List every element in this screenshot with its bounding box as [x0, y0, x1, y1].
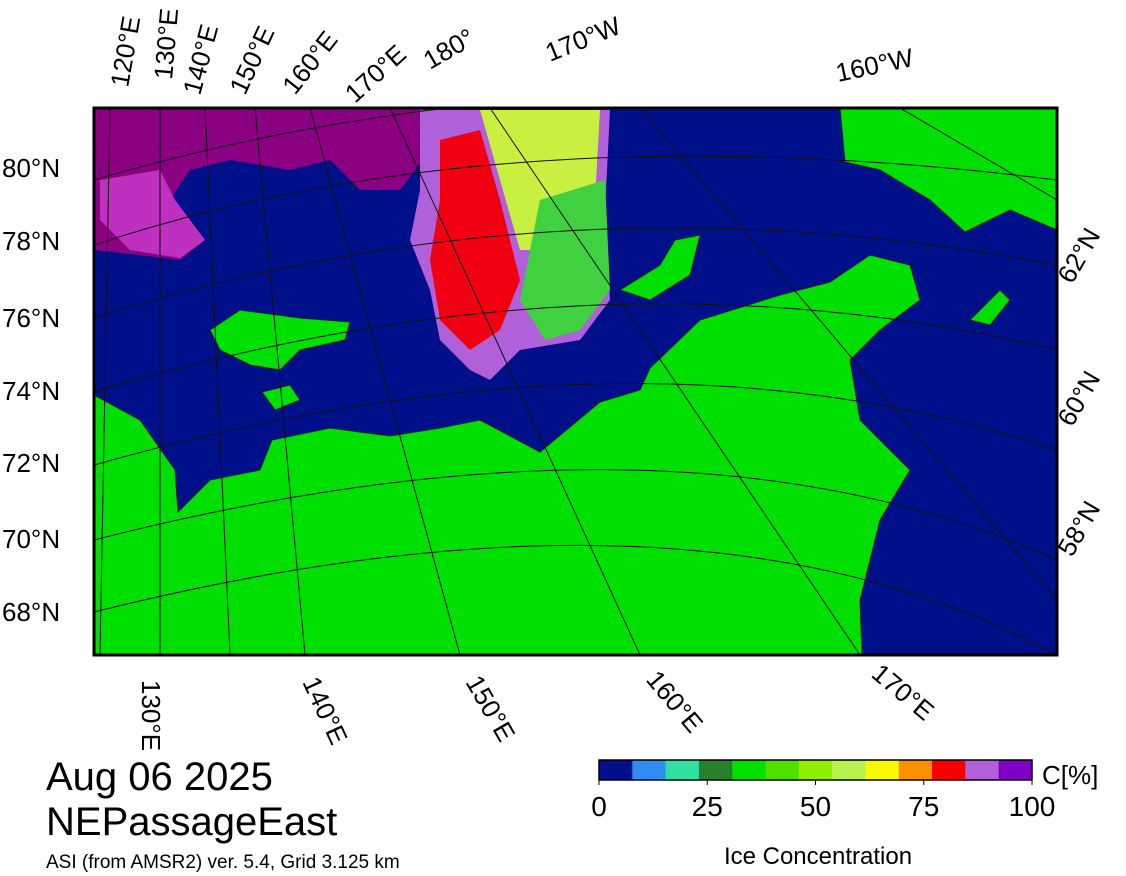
colorbar-unit: C[%]	[1042, 760, 1098, 790]
latitude-label: 80°N	[2, 153, 60, 183]
latitude-label: 58°N	[1051, 496, 1106, 561]
colorbar-segment	[898, 760, 933, 780]
colorbar-label: Ice Concentration	[724, 843, 912, 870]
longitude-label: 120°E	[104, 14, 146, 89]
latitude-label: 68°N	[2, 597, 60, 627]
longitude-label: 150°E	[223, 21, 280, 98]
latitude-label: 70°N	[2, 524, 60, 554]
colorbar-segment	[998, 760, 1033, 780]
ice-red	[430, 130, 520, 350]
colorbar-tick-label: 100	[1009, 791, 1056, 822]
source-note: ASI (from AMSR2) ver. 5.4, Grid 3.125 km	[46, 852, 400, 873]
map	[94, 108, 1057, 655]
latitude-label: 72°N	[2, 448, 60, 478]
colorbar-segment	[765, 760, 800, 780]
colorbar-tick-label: 25	[692, 791, 723, 822]
colorbar-segment	[965, 760, 1000, 780]
land-chukotka	[839, 108, 1057, 233]
colorbar-tick-label: 75	[908, 791, 939, 822]
longitude-label: 130°E	[148, 7, 184, 80]
land-siberia	[94, 254, 921, 655]
island-new-siberia	[209, 309, 351, 371]
longitude-label: 130°E	[136, 680, 166, 751]
longitude-label: 160°W	[833, 42, 916, 88]
colorbar-segment	[832, 760, 866, 780]
longitude-label: 180°	[418, 22, 480, 75]
colorbar-segment	[632, 760, 667, 780]
island-small	[969, 289, 1011, 326]
colorbar-segment	[732, 760, 767, 780]
colorbar-tick-label: 50	[800, 791, 831, 822]
latitude-label: 62°N	[1051, 223, 1106, 288]
colorbar-segment	[665, 760, 700, 780]
longitude-label: 160°E	[276, 25, 343, 100]
longitude-label: 170°E	[866, 658, 940, 727]
colorbar-segment	[865, 760, 900, 780]
latitude-label: 76°N	[2, 303, 60, 333]
island-wrangel	[618, 234, 701, 301]
longitude-label: 140°E	[297, 672, 354, 749]
colorbar-tick-label: 0	[591, 791, 607, 822]
latitude-label: 74°N	[2, 376, 60, 406]
colorbar-segment	[798, 760, 833, 780]
region-name: NEPassageEast	[46, 800, 337, 844]
ice-violet	[100, 170, 205, 258]
ice-green	[520, 180, 610, 340]
date: Aug 06 2025	[46, 755, 273, 799]
longitude-label: 160°E	[640, 665, 709, 739]
colorbar-segment	[932, 760, 966, 780]
colorbar-segment	[698, 760, 733, 780]
latitude-label: 78°N	[2, 226, 60, 256]
longitude-label: 140°E	[177, 21, 224, 97]
longitude-label: 170°W	[541, 10, 625, 67]
longitude-label: 150°E	[460, 670, 522, 747]
latitude-label: 60°N	[1051, 366, 1106, 431]
map-frame	[92, 106, 1059, 657]
longitude-label: 170°E	[339, 39, 412, 109]
colorbar-segment	[599, 760, 633, 780]
graticule	[94, 108, 1057, 655]
